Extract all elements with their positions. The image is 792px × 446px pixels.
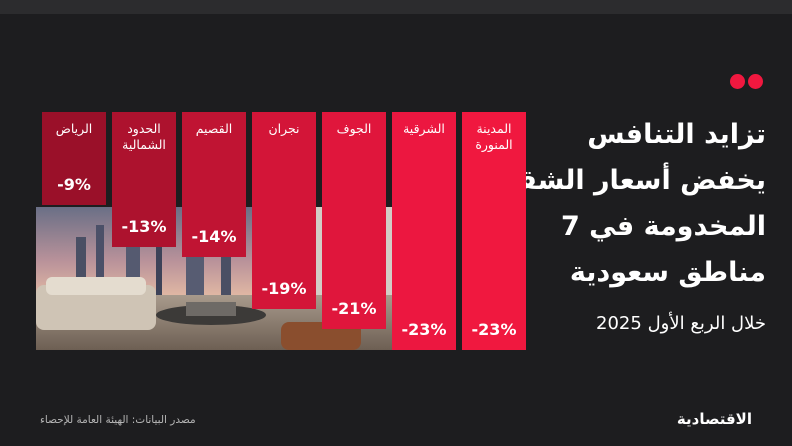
category-label: الجوف: [336, 121, 372, 136]
value-label: -9%: [57, 175, 91, 194]
headline-line: مناطق سعودية: [569, 257, 766, 288]
bar: [392, 112, 456, 350]
category-label: الحدود الشمالية: [122, 121, 166, 152]
value-label: -21%: [331, 299, 377, 318]
value-label: -19%: [261, 279, 307, 298]
chart-panel: المدينة المنورة -23% الشرقية -23% الجوف -21% ن…: [36, 112, 526, 350]
bar: [112, 112, 176, 247]
value-label: -23%: [401, 320, 447, 339]
category-label: نجران: [268, 121, 300, 136]
value-label: -13%: [121, 217, 167, 236]
headline: تزايد التنافس يخفض أسعار الشقق المخدومة …: [493, 112, 766, 296]
data-source: مصدر البيانات: الهيئة العامة للإحصاء: [40, 414, 196, 426]
headline-line: تزايد التنافس: [587, 119, 766, 150]
value-label: -14%: [191, 227, 237, 246]
bar-column: الشرقية -23%: [392, 112, 456, 350]
category-label: القصيم: [195, 121, 233, 136]
bar: [462, 112, 526, 350]
dot-icon: [730, 74, 745, 89]
brand-dots-icon: [730, 74, 768, 90]
headline-line: يخفض أسعار الشقق: [493, 165, 766, 196]
bar-column: الحدود الشمالية -13%: [112, 112, 176, 247]
publisher-logo: الاقتصادية: [676, 410, 752, 428]
category-label: الشرقية: [403, 121, 445, 136]
bar: [252, 112, 316, 309]
top-bar: [0, 0, 792, 14]
bar: [42, 112, 106, 205]
bar-column: نجران -19%: [252, 112, 316, 309]
dot-icon: [748, 74, 763, 89]
headline-line: المخدومة في 7: [560, 211, 766, 242]
subheadline: خلال الربع الأول 2025: [596, 313, 766, 334]
bar: [182, 112, 246, 257]
category-label: المدينة المنورة: [475, 121, 513, 152]
value-label: -23%: [471, 320, 517, 339]
bar: [322, 112, 386, 329]
bar-column: الرياض -9%: [42, 112, 106, 205]
bar-column: المدينة المنورة -23%: [462, 112, 526, 350]
category-label: الرياض: [55, 121, 93, 136]
bar-column: الجوف -21%: [322, 112, 386, 329]
bar-column: القصيم -14%: [182, 112, 246, 257]
